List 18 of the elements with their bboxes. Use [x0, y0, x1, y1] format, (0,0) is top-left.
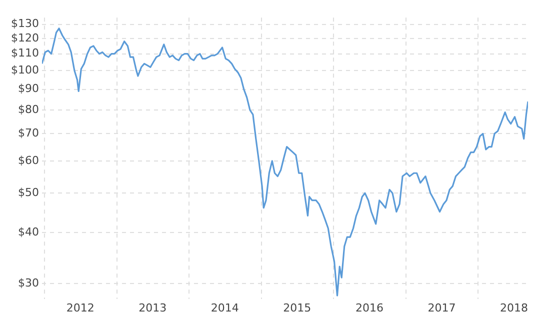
y-tick-label: $130	[10, 17, 39, 30]
x-tick-label: 2014	[210, 301, 239, 314]
y-tick-label: $100	[10, 64, 39, 76]
x-tick-label: 2012	[66, 301, 94, 314]
y-tick-label: $30	[18, 276, 39, 290]
y-tick-label: $40	[18, 225, 39, 238]
y-tick-label: $120	[10, 31, 39, 44]
y-tick-label: $90	[18, 82, 39, 96]
x-tick-label: 2017	[428, 301, 456, 314]
y-tick-label: $80	[18, 102, 39, 116]
x-tick-label: 2016	[355, 301, 384, 314]
y-tick-label: $70	[18, 126, 39, 140]
x-tick-label: 2018	[500, 301, 528, 314]
y-tick-label: $110	[10, 46, 39, 60]
x-tick-label: 2013	[138, 301, 167, 314]
x-tick-label: 2015	[283, 301, 312, 314]
y-tick-label: $60	[18, 154, 39, 167]
y-tick-label: $50	[18, 186, 39, 199]
